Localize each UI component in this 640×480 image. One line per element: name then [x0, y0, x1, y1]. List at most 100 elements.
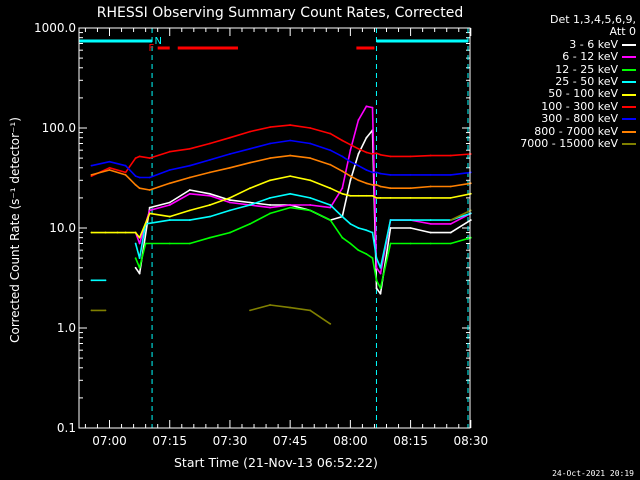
series-point-7 [449, 185, 452, 188]
series-point-2 [389, 242, 392, 245]
series-point-2 [349, 242, 352, 245]
series-point-6 [208, 158, 211, 161]
legend-swatch [622, 68, 636, 71]
series-line-5 [91, 124, 471, 177]
series-point-2 [329, 219, 332, 221]
series-point-8 [269, 304, 271, 306]
series-point-7 [389, 187, 392, 190]
series-point-3 [389, 219, 392, 221]
series-point-0 [229, 199, 231, 202]
series-point-1 [309, 204, 312, 206]
series-point-2 [134, 257, 137, 260]
legend-label: 25 - 50 keV [555, 75, 618, 89]
legend-item: 7000 - 15000 keV [470, 137, 636, 150]
series-point-4 [104, 231, 107, 234]
series-point-7 [357, 179, 360, 182]
series-point-6 [329, 149, 332, 152]
series-point-5 [148, 157, 151, 160]
series-point-7 [124, 173, 127, 176]
series-point-2 [229, 231, 231, 234]
legend-item: 25 - 50 keV [470, 75, 636, 89]
series-point-8 [449, 219, 452, 221]
series-point-3 [168, 219, 171, 221]
series-point-0 [449, 231, 452, 234]
series-point-0 [349, 179, 352, 182]
series-point-5 [124, 171, 127, 174]
series-point-5 [229, 136, 231, 139]
series-point-0 [269, 204, 271, 206]
series-line-0 [134, 129, 472, 295]
series-point-3 [249, 204, 251, 206]
series-point-5 [409, 155, 412, 158]
legend: Det 1,3,4,5,6,9, Att 0 3 - 6 keV 6 - 12 k… [470, 13, 636, 150]
series-point-5 [90, 175, 93, 178]
series-point-4 [134, 231, 137, 234]
series-point-2 [379, 287, 382, 290]
series-point-6 [449, 173, 452, 176]
series-point-3 [90, 279, 93, 282]
legend-header-line1: Det 1,3,4,5,6,9, [549, 13, 636, 26]
series-point-4 [379, 196, 382, 199]
series-point-3 [429, 219, 432, 221]
series-point-4 [229, 196, 231, 199]
x-tick-label: 08:30 [454, 434, 489, 448]
series-point-3 [349, 222, 352, 225]
series-point-5 [108, 166, 111, 169]
legend-swatch [622, 130, 636, 133]
series-point-7 [341, 170, 344, 173]
series-point-6 [134, 175, 137, 178]
series-point-4 [389, 196, 392, 199]
series-point-7 [379, 185, 382, 188]
legend-header-line2: Att 0 [609, 25, 636, 39]
series-line-2 [134, 206, 472, 289]
series-point-5 [188, 147, 191, 150]
series-point-5 [349, 143, 352, 146]
series-point-1 [138, 242, 141, 245]
legend-swatch [622, 143, 636, 146]
series-point-5 [168, 150, 171, 153]
series-point-4 [341, 192, 344, 195]
series-point-8 [309, 309, 312, 312]
series-point-7 [138, 187, 141, 190]
series-point-4 [116, 231, 119, 234]
axis-ticks: 1000.0 100.0 10.0 1.0 0.1 07:00 07:15 07:30 07:4… [34, 21, 488, 448]
series-point-4 [309, 179, 312, 182]
series-point-1 [229, 201, 231, 204]
series-point-1 [379, 272, 382, 275]
series-point-6 [389, 173, 392, 176]
series-point-5 [289, 124, 292, 126]
legend-swatch [622, 93, 636, 96]
x-tick-label: 07:15 [152, 434, 187, 448]
timestamp: 24-Oct-2021 20:19 [552, 469, 634, 478]
series-point-2 [341, 236, 344, 239]
series-line-7 [91, 154, 471, 191]
legend-item: 300 - 800 keV [470, 112, 636, 125]
series-point-4 [138, 236, 141, 239]
legend-item: 3 - 6 keV [470, 38, 636, 51]
x-tick-label: 07:00 [92, 434, 127, 448]
series-point-6 [375, 171, 378, 174]
series-point-3 [365, 229, 368, 232]
series-point-2 [357, 249, 360, 252]
series-point-1 [365, 105, 368, 108]
series-point-0 [357, 153, 360, 155]
series-point-6 [289, 139, 292, 142]
series-point-5 [134, 157, 137, 160]
series-point-1 [188, 192, 191, 195]
series-point-6 [429, 173, 432, 176]
y-tick-label: 100.0 [42, 121, 76, 135]
series-point-2 [144, 242, 147, 245]
x-axis-label: Start Time (21-Nov-13 06:52:22) [174, 455, 378, 470]
series-point-7 [134, 183, 137, 186]
legend-item: 12 - 25 keV [470, 63, 636, 76]
series-point-1 [357, 119, 360, 121]
series-point-3 [357, 227, 360, 229]
series-point-4 [365, 194, 368, 197]
series-point-2 [269, 212, 271, 215]
series-point-1 [375, 266, 378, 269]
y-axis-label: Corrected Count Rate (s⁻¹ detector⁻¹) [8, 117, 22, 343]
series-point-4 [329, 187, 332, 190]
flare-flag-label: F [148, 43, 154, 54]
series-point-0 [138, 272, 141, 275]
series-line-6 [91, 139, 471, 179]
